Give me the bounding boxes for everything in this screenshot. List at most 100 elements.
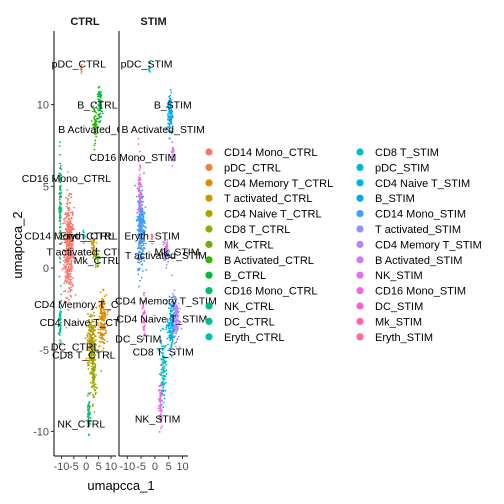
point: [93, 248, 95, 251]
point: [165, 326, 168, 329]
legend-item-cd4-naive-t-ctrl: CD4 Naive T_CTRL: [205, 209, 322, 221]
series-b-activated-stim: [170, 141, 175, 167]
point: [139, 279, 141, 282]
point: [69, 289, 72, 292]
point: [162, 375, 164, 377]
point: [98, 102, 101, 105]
point: [89, 325, 92, 328]
point: [141, 214, 143, 217]
point: [173, 297, 176, 300]
x-tick-label: -5: [69, 461, 79, 473]
point: [88, 334, 91, 336]
point: [71, 211, 74, 214]
point: [173, 159, 175, 162]
point: [93, 347, 96, 349]
point: [140, 276, 143, 279]
point: [93, 362, 96, 365]
point: [138, 183, 141, 185]
point: [169, 94, 171, 97]
point: [99, 107, 101, 110]
point: [143, 312, 146, 315]
point: [99, 334, 102, 337]
point: [176, 309, 179, 312]
cluster-labels-ctrl: pDC_CTRL B_CTRL B Activated_C CD16 Mono_CTR…: [22, 59, 139, 431]
point: [100, 322, 103, 325]
legend-label: T activated_CTRL: [224, 193, 312, 205]
legend-label: CD4 Memory T_STIM: [375, 239, 482, 251]
point: [101, 311, 104, 314]
point: [143, 260, 146, 262]
point: [97, 126, 100, 129]
point: [138, 214, 141, 217]
cluster-label: NK_STIM: [135, 413, 181, 425]
point: [170, 122, 173, 125]
point: [165, 257, 168, 260]
cluster-label: T activated_CTRL: [46, 247, 131, 259]
point: [91, 403, 94, 406]
point: [63, 290, 65, 293]
point: [174, 295, 177, 298]
point: [91, 385, 94, 388]
x-tick-label: 0: [83, 461, 89, 473]
point: [91, 368, 94, 371]
cluster-label: T activated_STIM: [125, 250, 207, 262]
point: [68, 223, 71, 226]
series-cd16-mono-ctrl: [58, 141, 63, 278]
point: [69, 283, 72, 286]
point: [82, 229, 85, 232]
point: [160, 421, 162, 424]
point: [88, 332, 91, 335]
point: [89, 253, 92, 256]
point: [160, 383, 163, 385]
legend-key: [205, 194, 213, 202]
point: [63, 219, 66, 222]
legend-key: [205, 240, 213, 248]
cluster-label: CD8 T_STIM: [133, 346, 194, 358]
point: [100, 104, 103, 107]
point: [65, 196, 67, 199]
point: [93, 342, 96, 345]
series-b-stim: [165, 89, 174, 140]
point: [67, 257, 69, 260]
point: [68, 254, 70, 257]
point: [92, 393, 94, 396]
point: [90, 120, 93, 122]
point: [143, 294, 145, 297]
point: [174, 345, 177, 348]
point: [92, 245, 95, 247]
point: [148, 65, 151, 68]
point: [139, 232, 142, 235]
point: [60, 342, 62, 345]
point: [87, 425, 90, 428]
point: [63, 217, 66, 220]
point: [103, 325, 106, 327]
point: [167, 108, 170, 111]
point: [171, 326, 173, 329]
point: [140, 221, 142, 224]
point: [163, 378, 166, 381]
point: [141, 207, 144, 210]
point: [91, 351, 94, 353]
legend-key: [356, 194, 364, 202]
point: [140, 264, 143, 266]
point: [142, 305, 144, 307]
point: [95, 374, 97, 376]
point: [66, 240, 69, 242]
point: [102, 328, 105, 331]
point: [98, 304, 101, 307]
point: [89, 352, 92, 355]
y-tick-label: 0: [43, 263, 49, 275]
point: [159, 415, 162, 418]
point: [138, 229, 141, 232]
point: [170, 91, 173, 94]
point: [162, 370, 165, 373]
point: [82, 230, 85, 233]
point: [89, 328, 92, 331]
strip-label-stim: STIM: [140, 16, 166, 28]
point: [168, 123, 171, 126]
legend-key: [356, 148, 364, 156]
point: [174, 319, 177, 322]
point: [144, 226, 147, 229]
legend-item-b-stim: B_STIM: [356, 193, 415, 205]
point: [94, 383, 97, 386]
